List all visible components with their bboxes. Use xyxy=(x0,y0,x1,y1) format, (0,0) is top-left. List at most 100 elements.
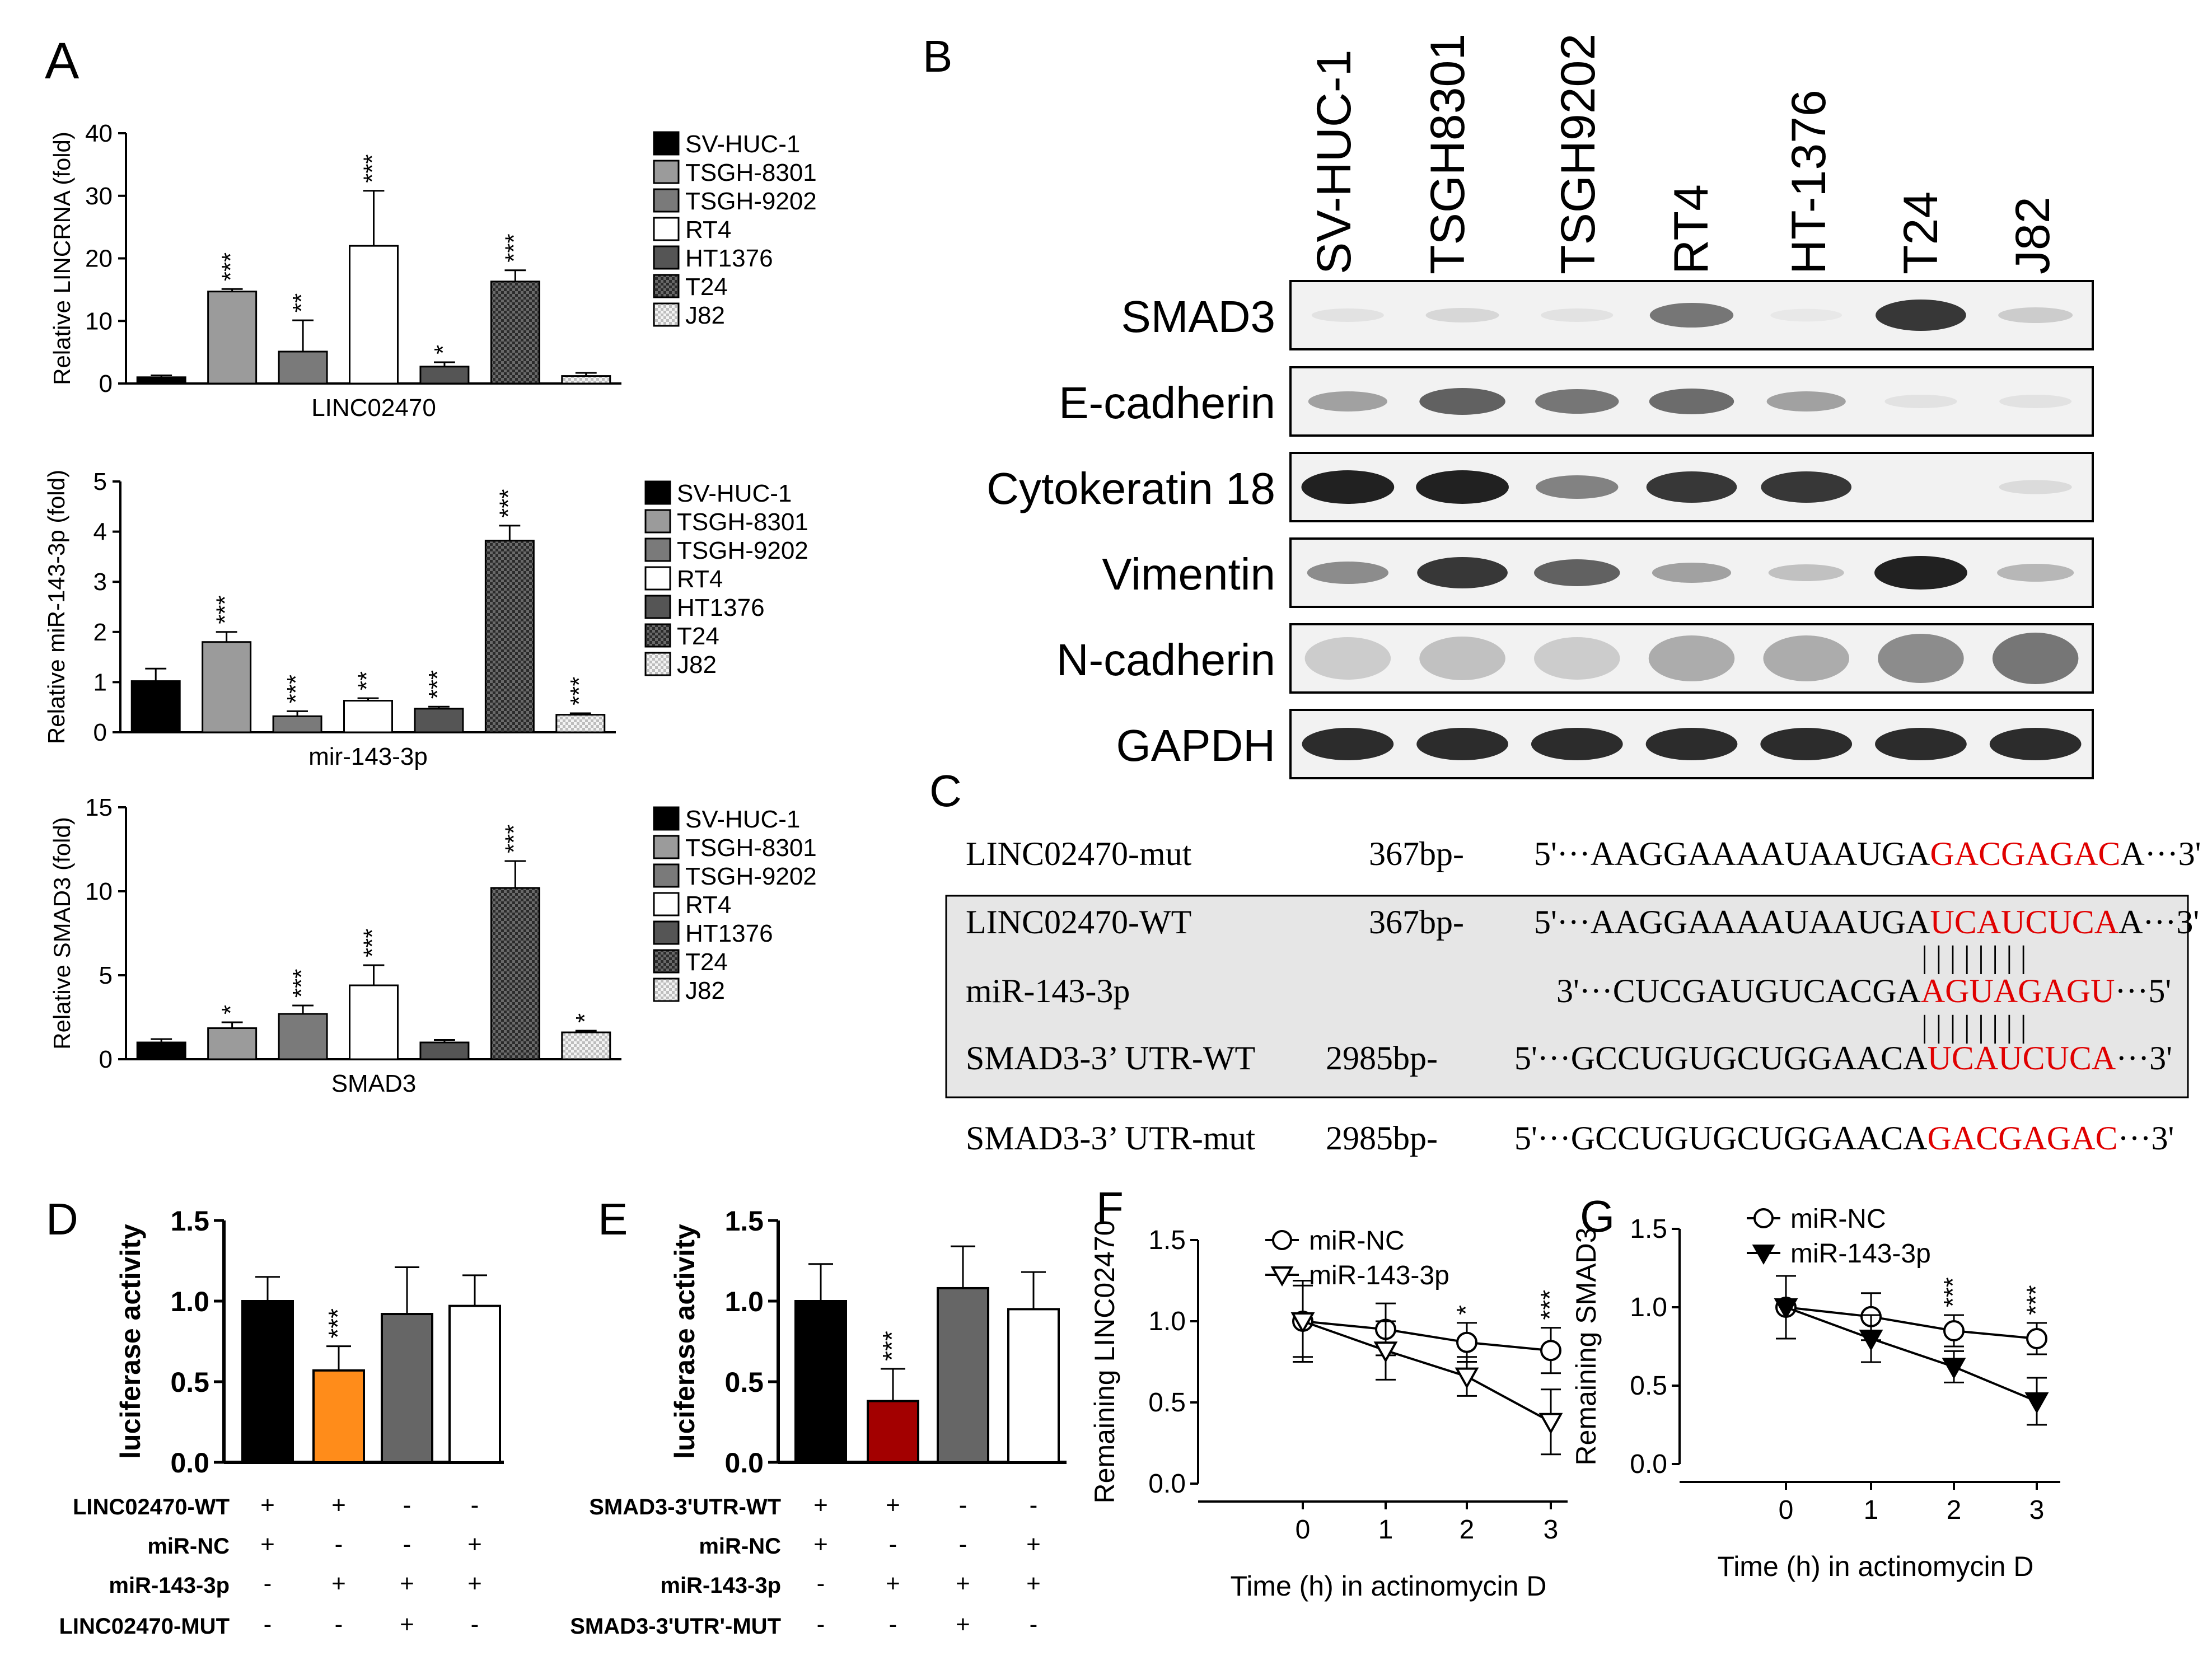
y-tick-label: 10 xyxy=(85,307,113,335)
sequence-size: 2985bp- xyxy=(1326,1040,1438,1077)
legend-swatch xyxy=(653,274,680,298)
legend-swatch xyxy=(653,863,680,888)
bar xyxy=(490,887,540,1060)
sequence-prefix: 5'···GCCUGUGCUGGAACA xyxy=(1514,1120,1927,1157)
sequence-name: miR-143-3p xyxy=(966,972,1130,1009)
x-tick-label: 3 xyxy=(2029,1495,2045,1525)
row-label: SMAD3-3'UTR'-MUT xyxy=(570,1614,781,1639)
y-tick-label: 1.5 xyxy=(170,1205,209,1237)
blot-band xyxy=(1760,728,1853,760)
sequence-prefix: 3'···CUCGAUGUCACGA xyxy=(1556,972,1921,1009)
bar xyxy=(794,1300,847,1463)
bar xyxy=(349,245,399,385)
blot-band xyxy=(1417,557,1508,588)
data-point xyxy=(1456,1331,1477,1353)
row-label: miR-NC xyxy=(699,1534,781,1559)
x-tick-label: 3 xyxy=(1544,1515,1559,1545)
sequence-seed: UCAUCUCA xyxy=(1930,904,2119,941)
bar xyxy=(278,350,328,385)
significance-label: * xyxy=(1451,1305,1480,1315)
blot-band xyxy=(1534,559,1620,586)
blot-band xyxy=(1992,633,2079,684)
sequence-seed: GACGAGAC xyxy=(1930,835,2120,872)
sequence-suffix: ···3' xyxy=(2118,1120,2174,1157)
y-tick-label: 5 xyxy=(93,468,107,495)
significance-label: * xyxy=(217,1005,245,1014)
bar xyxy=(448,1304,501,1463)
blot-band xyxy=(1876,300,1966,331)
condition-sign: - xyxy=(471,1611,479,1638)
sequence-text: 5'···AAGGAAAAUAAUGAGACGAGACA···3' xyxy=(1534,835,2201,872)
y-tick-label: 0.5 xyxy=(1148,1388,1186,1418)
legend-label: RT4 xyxy=(685,216,731,244)
condition-sign: + xyxy=(813,1491,828,1519)
data-point xyxy=(1290,1312,1315,1334)
sequence-suffix: A···3' xyxy=(2120,835,2201,872)
legend-label: SV-HUC-1 xyxy=(685,130,800,158)
blot-band xyxy=(1648,635,1735,681)
y-tick-label: 0.5 xyxy=(1630,1371,1667,1401)
lane-label: RT4 xyxy=(1664,184,1718,274)
y-tick-label: 1.0 xyxy=(1148,1307,1186,1336)
y-tick-label: 5 xyxy=(99,962,113,989)
legend-marker xyxy=(1272,1230,1292,1250)
x-axis-label: LINC02470 xyxy=(311,394,436,422)
legend-label: SV-HUC-1 xyxy=(685,806,800,833)
y-tick-label: 1 xyxy=(93,668,107,696)
sequence-size: 367bp- xyxy=(1369,904,1464,941)
condition-sign: + xyxy=(956,1570,970,1597)
bar xyxy=(867,1400,919,1464)
y-tick-label: 0.0 xyxy=(1630,1449,1667,1479)
blot-band xyxy=(1301,470,1395,504)
row-label: miR-143-3p xyxy=(660,1573,781,1598)
legend-marker xyxy=(1752,1245,1775,1265)
data-point xyxy=(1540,1340,1561,1362)
blot-band xyxy=(1652,563,1732,583)
blot-band xyxy=(1999,395,2072,408)
data-point xyxy=(1538,1413,1563,1434)
bar xyxy=(136,376,186,385)
bar xyxy=(278,1013,328,1060)
legend-label: J82 xyxy=(677,651,717,679)
data-point xyxy=(1774,1298,1798,1320)
chart-g-remaining-smad3: 0.0 0.5 1.0 1.5 0 1 2 3 *** *** miR-NC miR-143-3p Re… xyxy=(1570,1204,2060,1582)
significance-label: *** xyxy=(359,154,386,183)
condition-sign: + xyxy=(260,1531,275,1558)
data-point xyxy=(2026,1328,2047,1349)
blot-band xyxy=(1766,391,1846,411)
protein-label: E-cadherin xyxy=(1059,378,1275,428)
significance-label: *** xyxy=(217,252,245,281)
protein-label: SMAD3 xyxy=(1121,292,1275,342)
sequence-text: 5'···GCCUGUGCUGGAACAGACGAGAC···3' xyxy=(1514,1120,2174,1157)
legend-swatch xyxy=(644,537,671,562)
legend-label: TSGH-9202 xyxy=(677,537,808,564)
pairing-lines: |||||||| xyxy=(1921,1009,2035,1044)
condition-sign: + xyxy=(467,1531,482,1558)
legend-label: miR-143-3p xyxy=(1790,1239,1931,1269)
row-label: LINC02470-WT xyxy=(73,1495,230,1519)
condition-sign: + xyxy=(400,1611,414,1638)
significance-label: *** xyxy=(323,1308,352,1339)
legend-swatch xyxy=(653,302,680,327)
legend-label: HT1376 xyxy=(685,245,773,272)
panel-label-e: E xyxy=(598,1194,628,1244)
sequence-prefix: 5'···GCCUGUGCUGGAACA xyxy=(1514,1040,1927,1077)
bar xyxy=(414,708,464,733)
y-tick-label: 0 xyxy=(99,370,113,397)
blot-band xyxy=(1999,480,2072,494)
x-axis-label: mir-143-3p xyxy=(308,743,428,770)
data-point xyxy=(1942,1358,1966,1379)
x-tick-label: 2 xyxy=(1460,1515,1475,1545)
legend-label: SV-HUC-1 xyxy=(677,480,792,507)
chart-e-luciferase: 0.0 0.5 1.0 1.5 *** luciferase activity SMAD3-… xyxy=(570,1205,1067,1639)
blot-band xyxy=(1536,475,1619,499)
bar xyxy=(349,984,399,1060)
panel-label-d: D xyxy=(46,1194,78,1244)
y-tick-label: 1.0 xyxy=(170,1286,209,1317)
significance-label: *** xyxy=(282,675,310,703)
significance-label: *** xyxy=(1535,1290,1564,1320)
legend-label: TSGH-8301 xyxy=(685,834,817,862)
pairing-lines: |||||||| xyxy=(1921,940,2035,975)
